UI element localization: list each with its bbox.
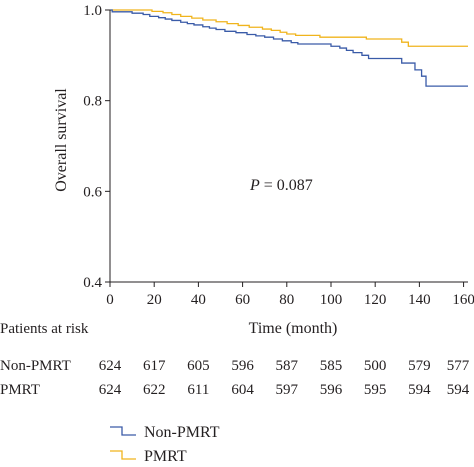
risk-value-pmrt: 594 (408, 382, 431, 398)
y-axis-title: Overall survival (53, 88, 70, 192)
risk-value-pmrt: 594 (447, 382, 470, 398)
x-tick-label: 40 (191, 292, 206, 308)
risk-value-non-pmrt: 577 (447, 358, 470, 374)
legend-label-non-pmrt: Non-PMRT (144, 424, 220, 441)
risk-row-label-non-pmrt: Non-PMRT (0, 358, 71, 374)
x-tick-label: 120 (364, 292, 387, 308)
x-tick-label: 140 (408, 292, 431, 308)
risk-table-title: Patients at risk (0, 321, 89, 337)
x-tick-label: 20 (147, 292, 162, 308)
risk-value-pmrt: 622 (143, 382, 166, 398)
survival-curves (110, 9, 468, 87)
risk-value-non-pmrt: 500 (364, 358, 387, 374)
risk-value-non-pmrt: 579 (408, 358, 431, 374)
x-tick-label: 100 (320, 292, 343, 308)
x-axis-title: Time (month) (249, 320, 338, 337)
risk-value-pmrt: 611 (187, 382, 209, 398)
survival-curve-pmrt (110, 9, 468, 47)
survival-curve-non-pmrt (110, 9, 468, 87)
x-tick-label: 80 (279, 292, 294, 308)
y-tick-label: 0.8 (83, 94, 102, 110)
risk-value-pmrt: 624 (99, 382, 122, 398)
p-value-text: = 0.087 (260, 177, 313, 194)
x-tick-label: 160 (452, 292, 474, 308)
risk-value-non-pmrt: 596 (231, 358, 254, 374)
x-tick-labels: 0 20 40 60 80 100 120 140 160 (106, 292, 474, 308)
legend-label-pmrt: PMRT (144, 448, 187, 465)
risk-value-non-pmrt: 587 (276, 358, 299, 374)
risk-value-pmrt: 595 (364, 382, 387, 398)
legend-swatch-non-pmrt (110, 426, 136, 436)
legend: Non-PMRT PMRT (110, 424, 220, 465)
legend-swatch-pmrt (110, 450, 136, 460)
risk-value-pmrt: 597 (276, 382, 299, 398)
plot-frame (105, 9, 468, 287)
risk-value-pmrt: 596 (320, 382, 343, 398)
risk-value-non-pmrt: 605 (187, 358, 210, 374)
x-tick-label: 0 (106, 292, 114, 308)
y-tick-label: 1.0 (83, 3, 102, 19)
risk-value-pmrt: 604 (231, 382, 254, 398)
y-tick-label: 0.4 (83, 275, 102, 291)
risk-value-non-pmrt: 624 (99, 358, 122, 374)
p-value-annotation: P = 0.087 (249, 177, 313, 194)
risk-value-non-pmrt: 585 (320, 358, 343, 374)
risk-value-non-pmrt: 617 (143, 358, 166, 374)
y-tick-labels: 0.4 0.6 0.8 1.0 (83, 3, 102, 291)
p-value-italic: P (249, 177, 260, 194)
risk-row-label-pmrt: PMRT (0, 382, 40, 398)
y-tick-label: 0.6 (83, 184, 102, 200)
x-tick-label: 60 (235, 292, 250, 308)
risk-table-values: 624 617 605 596 587 585 500 579 577 624 622 611 604 5… (99, 358, 470, 398)
